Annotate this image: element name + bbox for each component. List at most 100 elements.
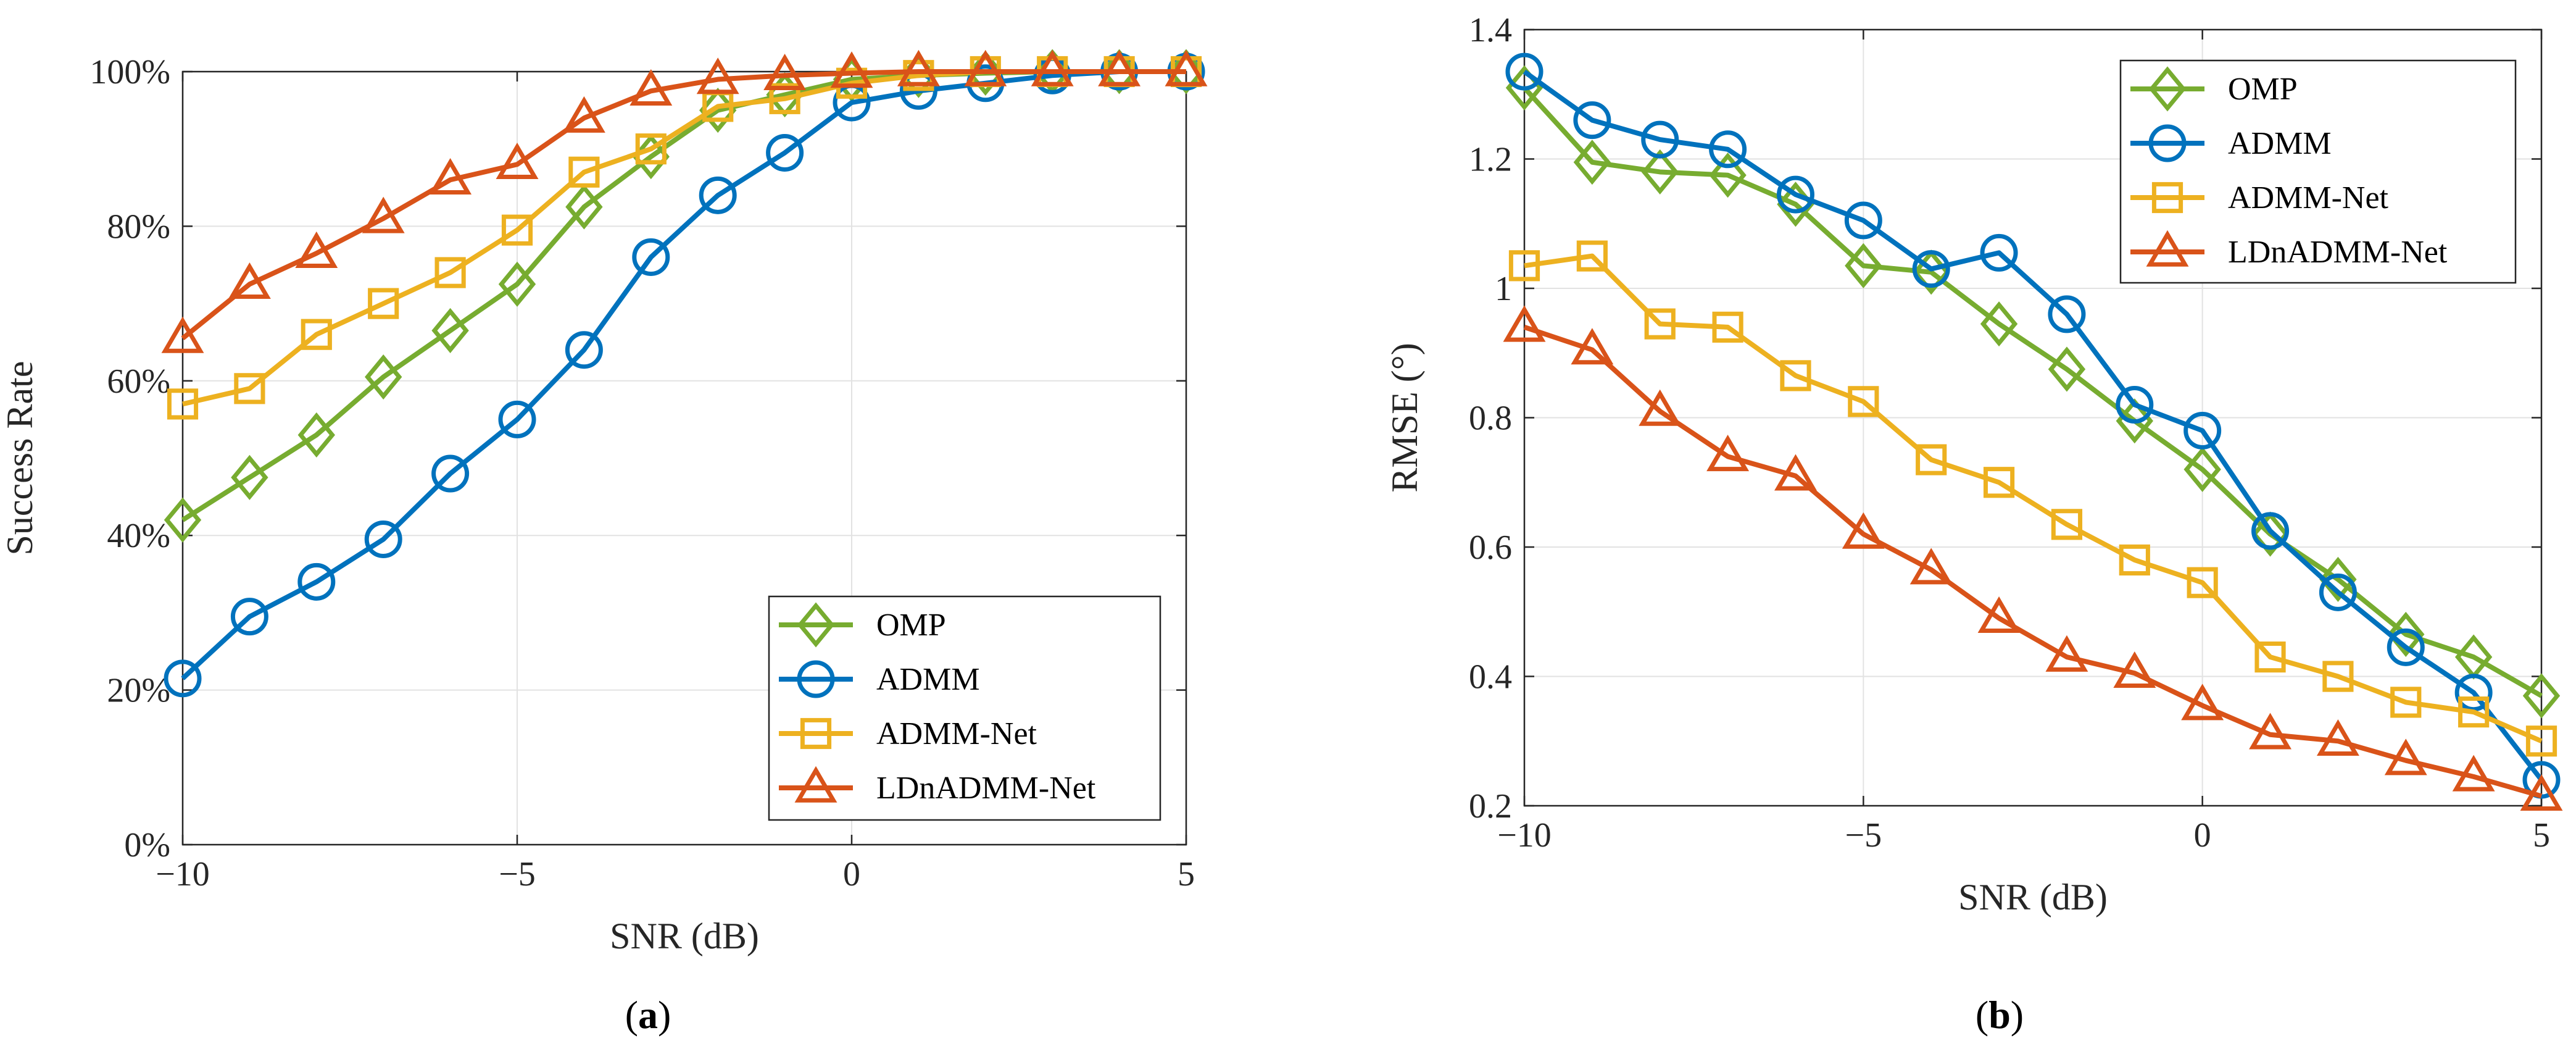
data-point xyxy=(2181,684,2224,721)
data-point xyxy=(2113,651,2156,688)
data-point xyxy=(1100,49,1138,94)
data-point xyxy=(230,598,268,636)
data-point xyxy=(2048,346,2086,392)
data-point xyxy=(2045,635,2088,672)
data-point xyxy=(2390,687,2422,718)
data-point xyxy=(699,176,737,214)
data-point xyxy=(434,257,466,288)
series-admm-net xyxy=(1508,240,2557,757)
data-point xyxy=(1508,250,1540,282)
data-point xyxy=(167,388,199,420)
data-point xyxy=(161,316,204,353)
panel-label: (a) xyxy=(625,993,671,1037)
data-point xyxy=(1167,49,1205,94)
y-tick-label: 0.2 xyxy=(1469,787,1512,826)
y-tick-label: 1.4 xyxy=(1469,11,1512,49)
data-point xyxy=(164,659,202,698)
y-tick-label: 0.6 xyxy=(1469,529,1512,567)
data-point xyxy=(431,454,470,493)
data-point xyxy=(1098,49,1141,86)
legend-marker xyxy=(797,660,835,698)
data-point xyxy=(297,562,336,601)
axes-box xyxy=(181,70,1187,846)
data-point xyxy=(1844,201,1882,240)
data-point xyxy=(365,354,402,400)
legend-item: ADMM-Net xyxy=(2130,180,2389,215)
legend-label: ADMM xyxy=(876,662,980,697)
data-point xyxy=(2452,755,2495,792)
data-point xyxy=(301,319,332,350)
series-ldnadmm-net xyxy=(161,49,1208,353)
data-point xyxy=(498,261,536,307)
y-tick-label: 80% xyxy=(107,207,170,246)
data-point xyxy=(2458,696,2490,728)
legend-item: OMP xyxy=(779,602,946,648)
data-point xyxy=(2048,295,2086,333)
data-point xyxy=(2116,398,2153,444)
data-point xyxy=(2187,567,2218,598)
data-point xyxy=(2525,725,2557,757)
data-point xyxy=(2249,713,2291,750)
data-point xyxy=(1505,52,1544,91)
data-point xyxy=(498,400,536,438)
series-line xyxy=(1523,86,2543,698)
data-point xyxy=(496,142,539,179)
x-axis-title: SNR (dB) xyxy=(1958,877,2108,918)
data-point xyxy=(431,307,469,353)
data-point xyxy=(1983,467,2015,498)
legend-box xyxy=(2119,59,2517,284)
data-point xyxy=(1706,435,1750,472)
legend-marker xyxy=(2148,124,2187,162)
data-point xyxy=(1573,140,1611,185)
legend-marker xyxy=(797,602,835,648)
data-point xyxy=(1031,49,1074,86)
legend: OMP ADMM ADMM-Net LDnADMM-Net xyxy=(2119,59,2517,284)
x-tick-label: 5 xyxy=(1178,855,1195,893)
data-point xyxy=(1909,548,1953,585)
data-point xyxy=(368,288,399,319)
series-line xyxy=(181,69,1186,341)
data-point xyxy=(897,49,940,86)
data-point xyxy=(1641,149,1679,194)
y-tick-label: 100% xyxy=(89,53,170,91)
legend-marker xyxy=(800,717,832,750)
data-point xyxy=(1712,311,1743,343)
data-point xyxy=(234,373,265,404)
data-point xyxy=(231,454,268,500)
series-admm xyxy=(1505,52,2561,799)
legend-item: ADMM-Net xyxy=(779,716,1037,751)
y-tick-label: 60% xyxy=(107,362,170,401)
data-point xyxy=(562,96,605,133)
x-tick-label: −10 xyxy=(156,855,210,893)
data-point xyxy=(2251,511,2289,557)
legend-marker xyxy=(794,766,837,803)
legend-label: ADMM-Net xyxy=(876,716,1037,751)
legend-marker xyxy=(2148,66,2187,112)
data-point xyxy=(2116,386,2154,424)
data-point xyxy=(1912,250,1950,288)
data-point xyxy=(1845,243,1882,288)
data-point xyxy=(2522,673,2561,719)
data-point xyxy=(2522,761,2561,799)
data-point xyxy=(1980,233,2018,272)
data-point xyxy=(1774,454,1817,491)
x-tick-label: 5 xyxy=(2533,816,2550,855)
data-point xyxy=(769,83,800,114)
legend-box xyxy=(768,595,1161,821)
data-point xyxy=(164,497,202,543)
data-point xyxy=(964,49,1007,86)
legend-marker xyxy=(2151,182,2183,214)
data-point xyxy=(2384,738,2427,776)
data-point xyxy=(429,157,472,195)
data-point xyxy=(836,67,868,99)
data-point xyxy=(2319,573,2357,611)
data-point xyxy=(635,133,667,165)
y-axis-title: Success Rate xyxy=(0,361,40,556)
data-point xyxy=(1165,49,1208,86)
legend-item: LDnADMM-Net xyxy=(779,766,1096,806)
y-tick-label: 0.8 xyxy=(1469,399,1512,438)
data-point xyxy=(2387,628,2425,666)
y-tick-label: 0% xyxy=(124,826,170,864)
data-point xyxy=(629,69,673,106)
